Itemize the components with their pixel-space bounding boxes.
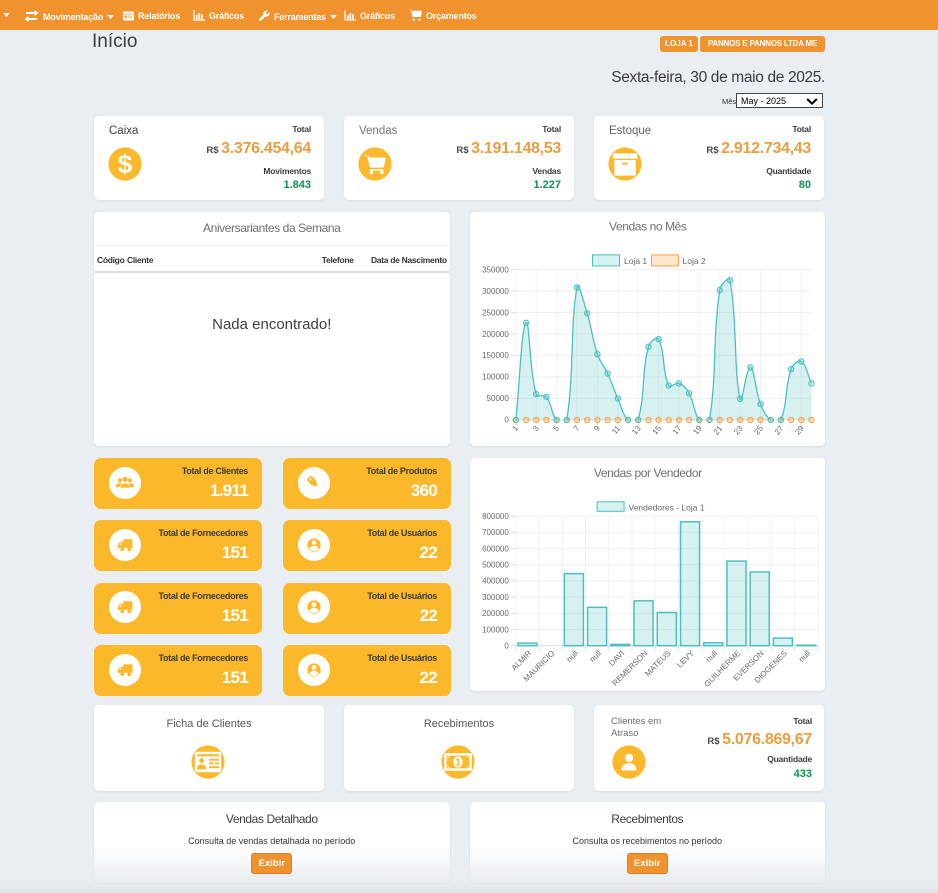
svg-text:300000: 300000 bbox=[482, 287, 509, 296]
svg-text:5: 5 bbox=[551, 423, 561, 433]
svg-text:17: 17 bbox=[670, 423, 683, 436]
svg-text:7: 7 bbox=[571, 423, 581, 433]
svg-text:Loja 2: Loja 2 bbox=[682, 256, 705, 266]
svg-text:null: null bbox=[587, 649, 602, 664]
svg-text:25: 25 bbox=[752, 423, 765, 436]
svg-text:1: 1 bbox=[510, 423, 520, 433]
svg-text:15: 15 bbox=[650, 423, 663, 436]
svg-text:800000: 800000 bbox=[482, 512, 509, 521]
svg-text:13: 13 bbox=[630, 423, 643, 436]
svg-text:100000: 100000 bbox=[482, 625, 509, 634]
svg-text:250000: 250000 bbox=[482, 308, 509, 317]
svg-text:1: 1 bbox=[455, 758, 461, 769]
svg-text:Vendas por Vendedor: Vendas por Vendedor bbox=[593, 466, 701, 480]
svg-text:400000: 400000 bbox=[482, 577, 509, 586]
svg-text:19: 19 bbox=[691, 423, 704, 436]
svg-text:100000: 100000 bbox=[482, 373, 509, 382]
svg-text:9: 9 bbox=[592, 423, 602, 433]
svg-text:DAVI: DAVI bbox=[607, 649, 626, 668]
svg-text:null: null bbox=[796, 649, 811, 664]
svg-text:0: 0 bbox=[504, 416, 509, 425]
svg-text:600000: 600000 bbox=[482, 544, 509, 553]
svg-text:23: 23 bbox=[732, 423, 745, 436]
svg-text:350000: 350000 bbox=[482, 265, 509, 274]
svg-text:null: null bbox=[704, 649, 719, 664]
svg-text:Loja 1: Loja 1 bbox=[624, 256, 647, 266]
svg-text:500000: 500000 bbox=[482, 561, 509, 570]
svg-text:27: 27 bbox=[772, 423, 785, 436]
svg-text:300000: 300000 bbox=[482, 593, 509, 602]
svg-text:21: 21 bbox=[711, 423, 724, 436]
svg-text:700000: 700000 bbox=[482, 528, 509, 537]
svg-text:0: 0 bbox=[504, 642, 509, 651]
svg-text:LEVY: LEVY bbox=[675, 648, 696, 669]
svg-text:Vendedores - Loja 1: Vendedores - Loja 1 bbox=[628, 502, 704, 512]
svg-text:50000: 50000 bbox=[486, 394, 509, 403]
svg-text:29: 29 bbox=[793, 423, 806, 436]
svg-text:Vendas no Mês: Vendas no Mês bbox=[609, 220, 687, 234]
svg-text:null: null bbox=[564, 649, 579, 664]
svg-text:200000: 200000 bbox=[482, 609, 509, 618]
svg-text:150000: 150000 bbox=[482, 351, 509, 360]
svg-text:200000: 200000 bbox=[482, 330, 509, 339]
svg-text:$: $ bbox=[118, 149, 133, 179]
svg-text:3: 3 bbox=[530, 423, 540, 433]
svg-text:11: 11 bbox=[610, 423, 623, 436]
svg-text:MATEUS: MATEUS bbox=[643, 649, 673, 679]
